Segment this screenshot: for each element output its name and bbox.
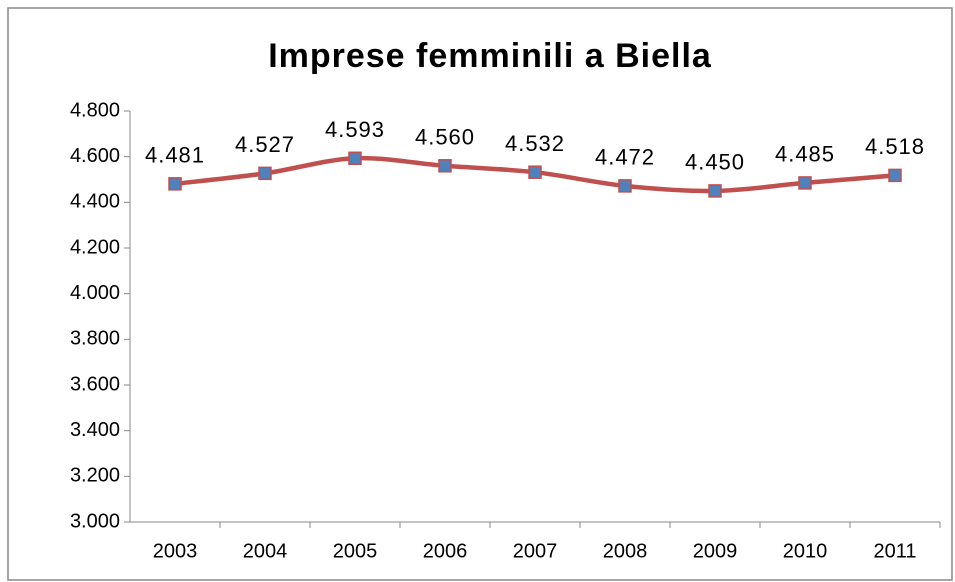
x-tick-label: 2003 [153, 540, 198, 562]
y-tick-label: 3.600 [70, 373, 120, 395]
x-tick-label: 2007 [513, 540, 558, 562]
y-tick-label: 3.200 [70, 465, 120, 487]
data-label: 4.532 [505, 131, 565, 156]
data-point [348, 151, 362, 166]
data-label: 4.485 [775, 142, 835, 167]
y-tick-label: 4.800 [70, 99, 120, 121]
data-label: 4.472 [595, 145, 655, 170]
data-point [438, 159, 452, 173]
data-label: 4.527 [235, 132, 295, 157]
x-tick-label: 2009 [693, 540, 738, 562]
x-tick-label: 2004 [243, 540, 288, 562]
data-point [618, 179, 632, 193]
data-label: 4.450 [685, 150, 745, 175]
data-point [528, 165, 542, 179]
data-label: 4.518 [865, 134, 925, 159]
y-tick-label: 3.800 [70, 328, 120, 350]
data-point [708, 184, 722, 198]
y-tick-label: 4.000 [70, 282, 120, 304]
x-tick-label: 2010 [783, 540, 828, 562]
y-tick-label: 3.400 [70, 419, 120, 441]
y-tick-label: 4.600 [70, 145, 120, 167]
y-tick-label: 3.000 [70, 510, 120, 532]
x-tick-label: 2008 [603, 540, 648, 562]
data-label: 4.560 [415, 125, 475, 150]
y-tick-label: 4.200 [70, 236, 120, 258]
y-tick-label: 4.400 [70, 191, 120, 213]
x-tick-label: 2011 [873, 540, 916, 562]
data-point [258, 166, 272, 181]
data-point [798, 176, 812, 190]
x-tick-label: 2005 [333, 540, 378, 562]
chart-border [7, 7, 953, 581]
chart-title: Imprese femminili a Biella [268, 37, 712, 75]
x-tick-label: 2006 [423, 540, 468, 562]
data-label: 4.593 [325, 117, 385, 142]
data-label: 4.481 [145, 143, 205, 168]
data-point [888, 168, 902, 183]
data-point [168, 177, 182, 191]
